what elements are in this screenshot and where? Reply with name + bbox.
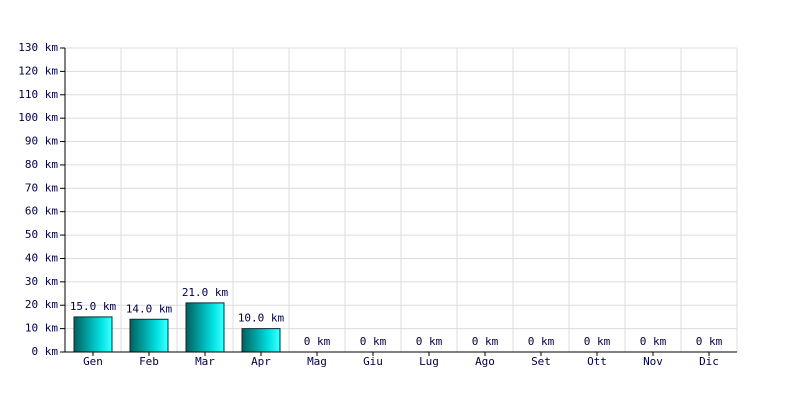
x-tick-label: Ago bbox=[475, 355, 495, 368]
x-tick-label: Mag bbox=[307, 355, 327, 368]
x-tick-label: Apr bbox=[251, 355, 271, 368]
x-tick-label: Ott bbox=[587, 355, 607, 368]
x-tick-label: Gen bbox=[83, 355, 103, 368]
y-tick-label: 50 km bbox=[25, 228, 58, 241]
bar bbox=[73, 316, 113, 353]
y-tick-label: 90 km bbox=[25, 135, 58, 148]
y-tick-label: 120 km bbox=[18, 64, 58, 77]
y-tick-label: 40 km bbox=[25, 251, 58, 264]
value-label: 0 km bbox=[696, 335, 723, 348]
y-tick-label: 70 km bbox=[25, 181, 58, 194]
y-tick-label: 0 km bbox=[32, 345, 59, 358]
y-tick-label: 20 km bbox=[25, 298, 58, 311]
y-tick-label: 60 km bbox=[25, 205, 58, 218]
value-label: 0 km bbox=[360, 335, 387, 348]
y-tick-label: 10 km bbox=[25, 322, 58, 335]
value-label: 10.0 km bbox=[238, 312, 285, 325]
value-label: 15.0 km bbox=[70, 300, 117, 313]
bar bbox=[185, 302, 225, 353]
value-label: 0 km bbox=[584, 335, 611, 348]
value-label: 0 km bbox=[416, 335, 443, 348]
x-tick-label: Nov bbox=[643, 355, 663, 368]
value-label: 14.0 km bbox=[126, 302, 173, 315]
x-tick-label: Giu bbox=[363, 355, 383, 368]
y-tick-label: 110 km bbox=[18, 88, 58, 101]
y-tick-label: 30 km bbox=[25, 275, 58, 288]
y-tick-label: 80 km bbox=[25, 158, 58, 171]
bar bbox=[241, 328, 281, 353]
x-tick-label: Lug bbox=[419, 355, 439, 368]
x-tick-label: Mar bbox=[195, 355, 215, 368]
x-tick-label: Dic bbox=[699, 355, 719, 368]
value-label: 0 km bbox=[640, 335, 667, 348]
y-tick-label: 130 km bbox=[18, 41, 58, 54]
x-tick-label: Feb bbox=[139, 355, 159, 368]
value-label: 0 km bbox=[472, 335, 499, 348]
x-tick-label: Set bbox=[531, 355, 551, 368]
value-label: 0 km bbox=[528, 335, 555, 348]
value-label: 21.0 km bbox=[182, 286, 229, 299]
y-tick-label: 100 km bbox=[18, 111, 58, 124]
value-label: 0 km bbox=[304, 335, 331, 348]
bar bbox=[129, 318, 169, 353]
